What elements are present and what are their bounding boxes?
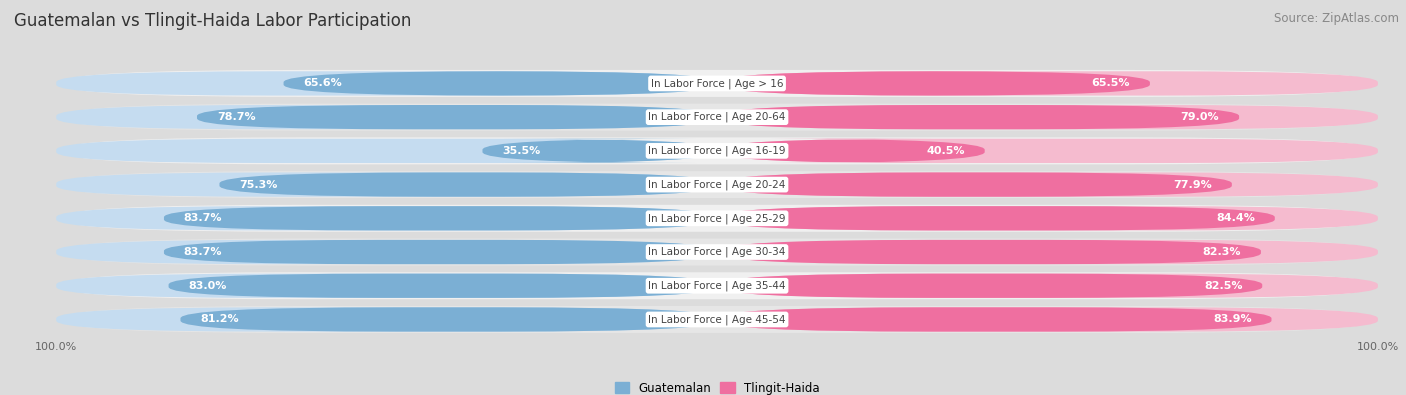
FancyBboxPatch shape: [197, 105, 717, 129]
FancyBboxPatch shape: [63, 103, 1371, 131]
Text: 65.5%: 65.5%: [1091, 79, 1130, 88]
FancyBboxPatch shape: [63, 137, 1371, 164]
Text: In Labor Force | Age > 16: In Labor Force | Age > 16: [651, 78, 783, 89]
FancyBboxPatch shape: [717, 173, 1378, 197]
Text: 82.5%: 82.5%: [1204, 281, 1243, 291]
Text: In Labor Force | Age 45-54: In Labor Force | Age 45-54: [648, 314, 786, 325]
Text: Guatemalan vs Tlingit-Haida Labor Participation: Guatemalan vs Tlingit-Haida Labor Partic…: [14, 12, 412, 30]
FancyBboxPatch shape: [717, 173, 1232, 197]
Text: 83.0%: 83.0%: [188, 281, 226, 291]
FancyBboxPatch shape: [717, 240, 1261, 264]
FancyBboxPatch shape: [56, 274, 717, 298]
Text: 84.4%: 84.4%: [1216, 213, 1256, 223]
FancyBboxPatch shape: [180, 307, 717, 332]
FancyBboxPatch shape: [63, 272, 1371, 299]
Text: Source: ZipAtlas.com: Source: ZipAtlas.com: [1274, 12, 1399, 25]
Text: 77.9%: 77.9%: [1173, 180, 1212, 190]
FancyBboxPatch shape: [284, 71, 717, 96]
FancyBboxPatch shape: [56, 173, 717, 197]
FancyBboxPatch shape: [56, 71, 717, 96]
Text: 78.7%: 78.7%: [217, 112, 256, 122]
FancyBboxPatch shape: [63, 205, 1371, 232]
FancyBboxPatch shape: [717, 105, 1239, 129]
FancyBboxPatch shape: [56, 139, 717, 163]
FancyBboxPatch shape: [219, 173, 717, 197]
Text: In Labor Force | Age 20-24: In Labor Force | Age 20-24: [648, 179, 786, 190]
Text: 40.5%: 40.5%: [927, 146, 965, 156]
Text: 83.9%: 83.9%: [1213, 314, 1251, 324]
Text: 65.6%: 65.6%: [304, 79, 342, 88]
FancyBboxPatch shape: [717, 206, 1378, 230]
FancyBboxPatch shape: [56, 206, 717, 230]
FancyBboxPatch shape: [717, 240, 1378, 264]
Text: In Labor Force | Age 35-44: In Labor Force | Age 35-44: [648, 280, 786, 291]
FancyBboxPatch shape: [717, 71, 1378, 96]
FancyBboxPatch shape: [165, 206, 717, 230]
FancyBboxPatch shape: [717, 139, 984, 163]
FancyBboxPatch shape: [717, 307, 1378, 332]
FancyBboxPatch shape: [717, 274, 1378, 298]
Text: In Labor Force | Age 30-34: In Labor Force | Age 30-34: [648, 247, 786, 257]
FancyBboxPatch shape: [63, 239, 1371, 265]
Legend: Guatemalan, Tlingit-Haida: Guatemalan, Tlingit-Haida: [614, 382, 820, 395]
FancyBboxPatch shape: [56, 307, 717, 332]
Text: In Labor Force | Age 25-29: In Labor Force | Age 25-29: [648, 213, 786, 224]
FancyBboxPatch shape: [482, 139, 717, 163]
FancyBboxPatch shape: [165, 240, 717, 264]
Text: 35.5%: 35.5%: [502, 146, 540, 156]
Text: 81.2%: 81.2%: [200, 314, 239, 324]
Text: 82.3%: 82.3%: [1202, 247, 1241, 257]
Text: 83.7%: 83.7%: [184, 213, 222, 223]
FancyBboxPatch shape: [56, 240, 717, 264]
Text: In Labor Force | Age 16-19: In Labor Force | Age 16-19: [648, 146, 786, 156]
Text: 79.0%: 79.0%: [1181, 112, 1219, 122]
FancyBboxPatch shape: [717, 71, 1150, 96]
FancyBboxPatch shape: [717, 105, 1378, 129]
FancyBboxPatch shape: [717, 139, 1378, 163]
Text: 75.3%: 75.3%: [239, 180, 277, 190]
FancyBboxPatch shape: [63, 171, 1371, 198]
FancyBboxPatch shape: [717, 206, 1275, 230]
Text: In Labor Force | Age 20-64: In Labor Force | Age 20-64: [648, 112, 786, 122]
FancyBboxPatch shape: [56, 105, 717, 129]
FancyBboxPatch shape: [169, 274, 717, 298]
FancyBboxPatch shape: [63, 306, 1371, 333]
FancyBboxPatch shape: [717, 307, 1271, 332]
Text: 83.7%: 83.7%: [184, 247, 222, 257]
FancyBboxPatch shape: [717, 274, 1263, 298]
FancyBboxPatch shape: [63, 70, 1371, 97]
